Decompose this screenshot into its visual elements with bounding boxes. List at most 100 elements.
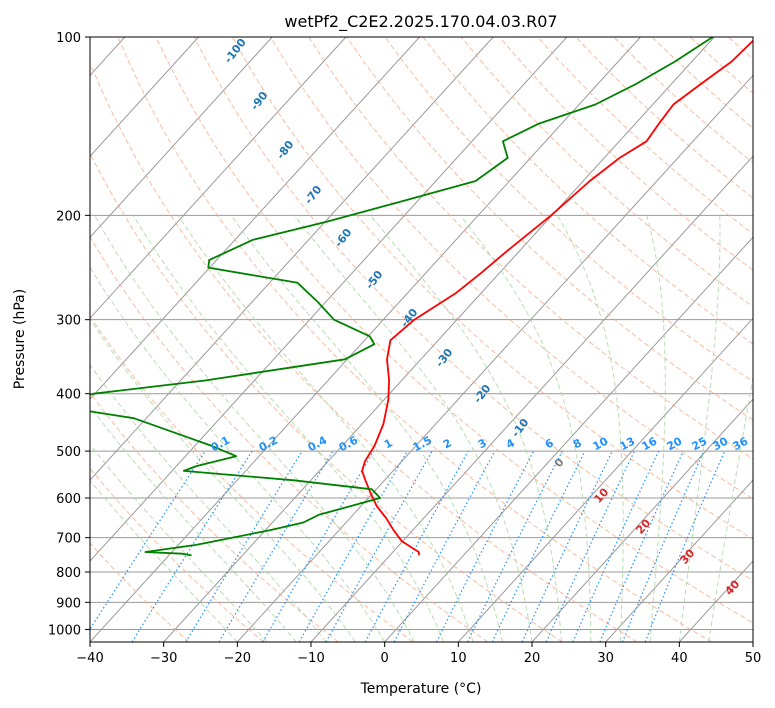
mixing-ratio-line bbox=[466, 450, 563, 642]
y-tick-label: 1000 bbox=[48, 623, 81, 638]
mixing-ratio-label: 8 bbox=[571, 436, 584, 451]
y-tick-label: 200 bbox=[56, 209, 81, 224]
mixing-ratio-line bbox=[131, 450, 253, 642]
x-tick-label: 20 bbox=[524, 651, 541, 666]
moist-adiabat-label: 40 bbox=[722, 577, 742, 597]
moist-adiabat bbox=[90, 443, 268, 642]
dry-adiabat-label: -40 bbox=[398, 306, 421, 330]
isotherm-line bbox=[90, 37, 568, 562]
isotherm-line bbox=[605, 479, 753, 642]
chart-title: wetPf2_C2E2.2025.170.04.03.R07 bbox=[284, 12, 557, 32]
isotherm-line bbox=[90, 37, 273, 238]
y-tick-label: 600 bbox=[56, 492, 81, 507]
mixing-ratio-label: 4 bbox=[504, 436, 517, 451]
dry-adiabat bbox=[90, 542, 190, 642]
mixing-ratio-line bbox=[298, 450, 408, 642]
line-labels: 0.1 0.2 0.4 0.6 1 1.5 2 3 4 6 8 10 13 16 20 25 30 36-100-… bbox=[209, 37, 751, 598]
dry-adiabat bbox=[90, 61, 638, 642]
plot-area: 0.1 0.2 0.4 0.6 1 1.5 2 3 4 6 8 10 13 16 20 25 30 36-100-… bbox=[90, 37, 753, 642]
y-tick-label: 800 bbox=[56, 566, 81, 581]
moist-adiabat-label: 20 bbox=[633, 516, 653, 536]
series-layer bbox=[90, 37, 753, 557]
mixing-ratio-line bbox=[572, 450, 660, 642]
mixing-ratio-line bbox=[491, 450, 586, 642]
isotherm-line bbox=[90, 37, 347, 319]
mixing-ratio-label: 20 bbox=[665, 434, 685, 453]
isotherm-line bbox=[236, 74, 753, 642]
dry-adiabat bbox=[460, 37, 753, 308]
x-tick-label: −10 bbox=[297, 651, 324, 666]
dry-adiabat bbox=[193, 37, 753, 582]
x-tick-label: 40 bbox=[671, 651, 688, 666]
dry-adiabat-label: -80 bbox=[274, 138, 297, 162]
moist-adiabat bbox=[94, 215, 415, 642]
y-tick-label: 900 bbox=[56, 596, 81, 611]
moist-adiabat bbox=[177, 215, 474, 642]
mixing-ratio-line bbox=[435, 450, 535, 642]
mixing-ratio-line bbox=[393, 450, 496, 642]
x-tick-label: 50 bbox=[745, 651, 762, 666]
mixing-ratio-label: 10 bbox=[591, 434, 611, 453]
dry-adiabat-label: -60 bbox=[332, 226, 355, 250]
mixing-ratio-label: 6 bbox=[543, 436, 556, 451]
x-tick-label: 10 bbox=[450, 651, 467, 666]
mixing-ratio-label: 16 bbox=[640, 434, 660, 453]
dry-adiabat-label: -90 bbox=[248, 89, 271, 113]
dry-adiabat-label: -10 bbox=[509, 416, 532, 440]
dry-adiabat-label: -30 bbox=[433, 346, 456, 370]
isotherm-line bbox=[90, 37, 420, 400]
y-axis-label: Pressure (hPa) bbox=[12, 289, 28, 389]
isotherm-line bbox=[531, 398, 753, 642]
moist-adiabat bbox=[90, 364, 327, 642]
mixing-ratio-label: 36 bbox=[731, 434, 751, 453]
dry-adiabat-label: -20 bbox=[471, 382, 494, 406]
mixing-ratio-line bbox=[644, 450, 726, 642]
x-tick-label: −30 bbox=[150, 651, 177, 666]
moist-adiabat bbox=[294, 215, 533, 642]
mixing-ratio-line bbox=[325, 450, 433, 642]
dry-adiabat bbox=[728, 37, 753, 60]
moist-adiabat bbox=[556, 215, 624, 642]
x-tick-label: 0 bbox=[381, 651, 389, 666]
mixing-ratio-label: 13 bbox=[618, 435, 638, 454]
isotherm-line bbox=[384, 236, 753, 642]
isotherm-line bbox=[90, 37, 641, 642]
mixing-ratio-line bbox=[621, 450, 705, 642]
x-tick-label: 30 bbox=[597, 651, 614, 666]
isotherm-line bbox=[90, 37, 494, 481]
dry-adiabat-label: -70 bbox=[302, 183, 325, 207]
dry-adiabat bbox=[422, 37, 753, 345]
mixing-ratio-label: 2 bbox=[441, 436, 454, 451]
plot-frame bbox=[89, 36, 754, 643]
dry-adiabat bbox=[117, 37, 712, 642]
dry-adiabat bbox=[155, 37, 753, 624]
dry-adiabat bbox=[651, 37, 753, 129]
y-tick-label: 300 bbox=[56, 314, 81, 329]
isotherm-line bbox=[163, 37, 715, 642]
isotherm-line bbox=[457, 317, 753, 642]
mixing-ratio-label: 1 bbox=[382, 436, 395, 451]
moist-adiabat-label: 10 bbox=[591, 485, 611, 505]
moist-adiabat-label: 30 bbox=[677, 546, 697, 566]
moist-adiabat bbox=[90, 405, 297, 642]
y-tick-label: 400 bbox=[56, 388, 81, 403]
axes: −40 −30 −20 −10 0 10 20 30 40 5010020030040050060… bbox=[48, 31, 761, 666]
isotherm-line bbox=[752, 641, 753, 642]
background-lines bbox=[90, 37, 753, 642]
dry-adiabat bbox=[90, 467, 264, 642]
dry-adiabat-label: 0 bbox=[552, 456, 567, 470]
mixing-ratio-label: 30 bbox=[711, 434, 731, 453]
y-tick-label: 500 bbox=[56, 445, 81, 460]
y-tick-label: 700 bbox=[56, 532, 81, 547]
x-tick-label: −40 bbox=[76, 651, 103, 666]
moist-adiabat bbox=[370, 214, 562, 642]
dry-adiabat bbox=[90, 392, 339, 642]
moist-adiabat bbox=[90, 318, 356, 642]
mixing-ratio-line bbox=[364, 450, 469, 642]
moist-adiabat bbox=[646, 215, 666, 642]
dry-adiabat bbox=[575, 37, 753, 199]
mixing-ratio-line bbox=[90, 450, 206, 631]
temperature-line bbox=[361, 39, 753, 556]
mixing-ratio-line bbox=[185, 450, 303, 642]
